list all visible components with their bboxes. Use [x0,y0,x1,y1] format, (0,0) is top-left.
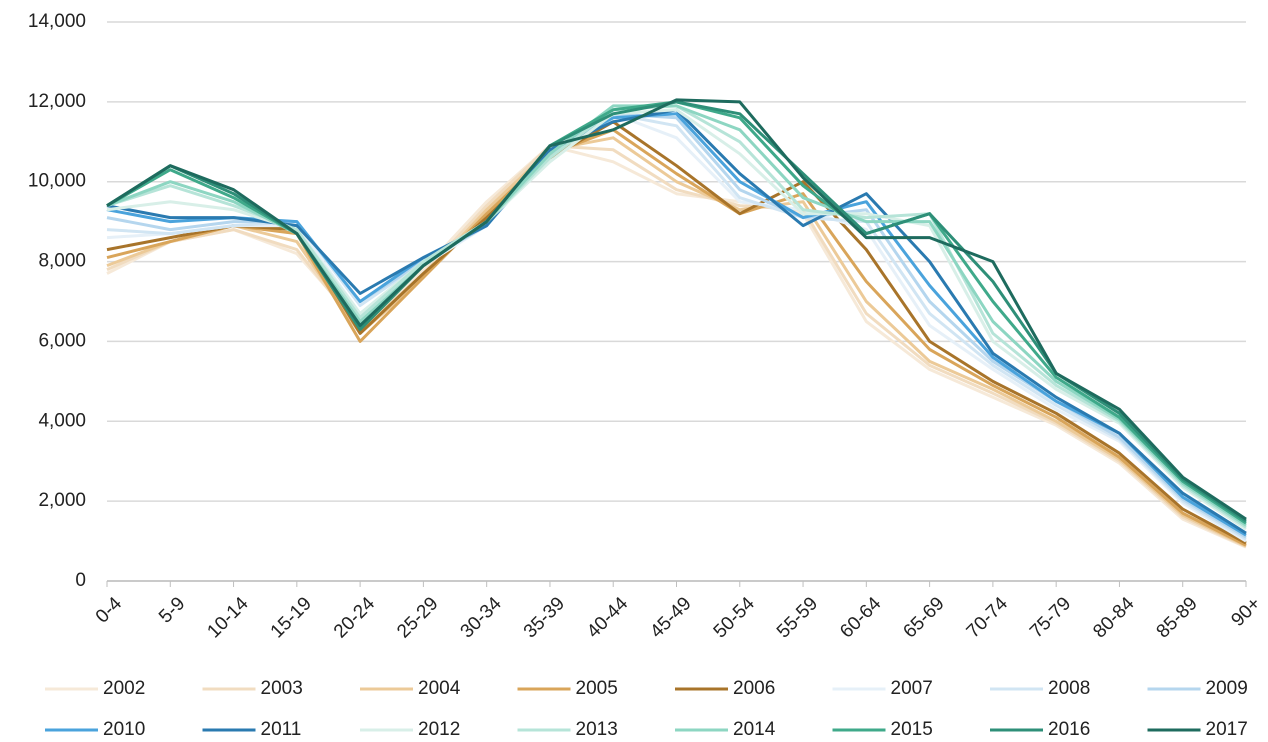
legend-label: 2006 [733,678,775,699]
legend-label: 2003 [261,678,303,699]
x-tick-label: 5-9 [155,593,189,627]
legend-label: 2013 [576,719,618,740]
x-tick-label: 75-79 [1026,593,1075,642]
x-tick-label: 10-14 [203,593,253,643]
legend-label: 2010 [103,719,145,740]
y-tick-label: 4,000 [38,410,86,431]
series-line [106,144,1247,549]
x-tick-label: 45-49 [646,593,695,642]
series-line [106,104,1247,527]
legend-label: 2012 [418,719,460,740]
x-tick-label: 85-89 [1153,593,1202,642]
x-tick-label: 55-59 [773,593,822,642]
series-line [106,112,1247,539]
x-tick-label: 50-54 [710,593,760,643]
legend-label: 2004 [418,678,461,699]
legend-label: 2017 [1206,719,1248,740]
y-tick-label: 6,000 [38,330,86,351]
y-tick-label: 2,000 [38,490,86,511]
x-tick-label: 15-19 [267,593,316,642]
y-tick-label: 12,000 [28,91,86,112]
x-tick-label: 60-64 [836,593,886,643]
x-tick-label: 20-24 [330,593,380,643]
legend-label: 2008 [1048,678,1090,699]
x-tick-label: 70-74 [963,593,1013,643]
x-tick-label: 80-84 [1089,593,1139,643]
x-tick-label: 40-44 [583,593,633,643]
y-tick-label: 10,000 [28,171,86,192]
y-tick-label: 8,000 [38,251,86,272]
legend-label: 2002 [103,678,145,699]
y-tick-label: 14,000 [28,11,86,32]
x-tick-label: 65-69 [899,593,948,642]
x-tick-label: 30-34 [457,593,507,643]
legend-label: 2005 [576,678,618,699]
legend-label: 2007 [891,678,933,699]
legend-label: 2015 [891,719,933,740]
series-line [106,112,1247,541]
series-line [106,144,1247,549]
legend-label: 2016 [1048,719,1090,740]
series-line [106,112,1247,537]
series-line [106,112,1247,543]
legend-label: 2009 [1206,678,1248,699]
series-line [106,104,1247,529]
legend-label: 2011 [261,719,302,740]
series-line [106,98,1247,521]
y-tick-label: 0 [75,570,86,591]
x-tick-label: 25-29 [393,593,442,642]
series-line [106,136,1247,548]
legend-label: 2014 [733,719,776,740]
x-tick-label: 0-4 [92,593,127,628]
series-line [106,120,1247,545]
x-tick-label: 90+ [1227,593,1265,631]
x-tick-label: 35-39 [520,593,569,642]
